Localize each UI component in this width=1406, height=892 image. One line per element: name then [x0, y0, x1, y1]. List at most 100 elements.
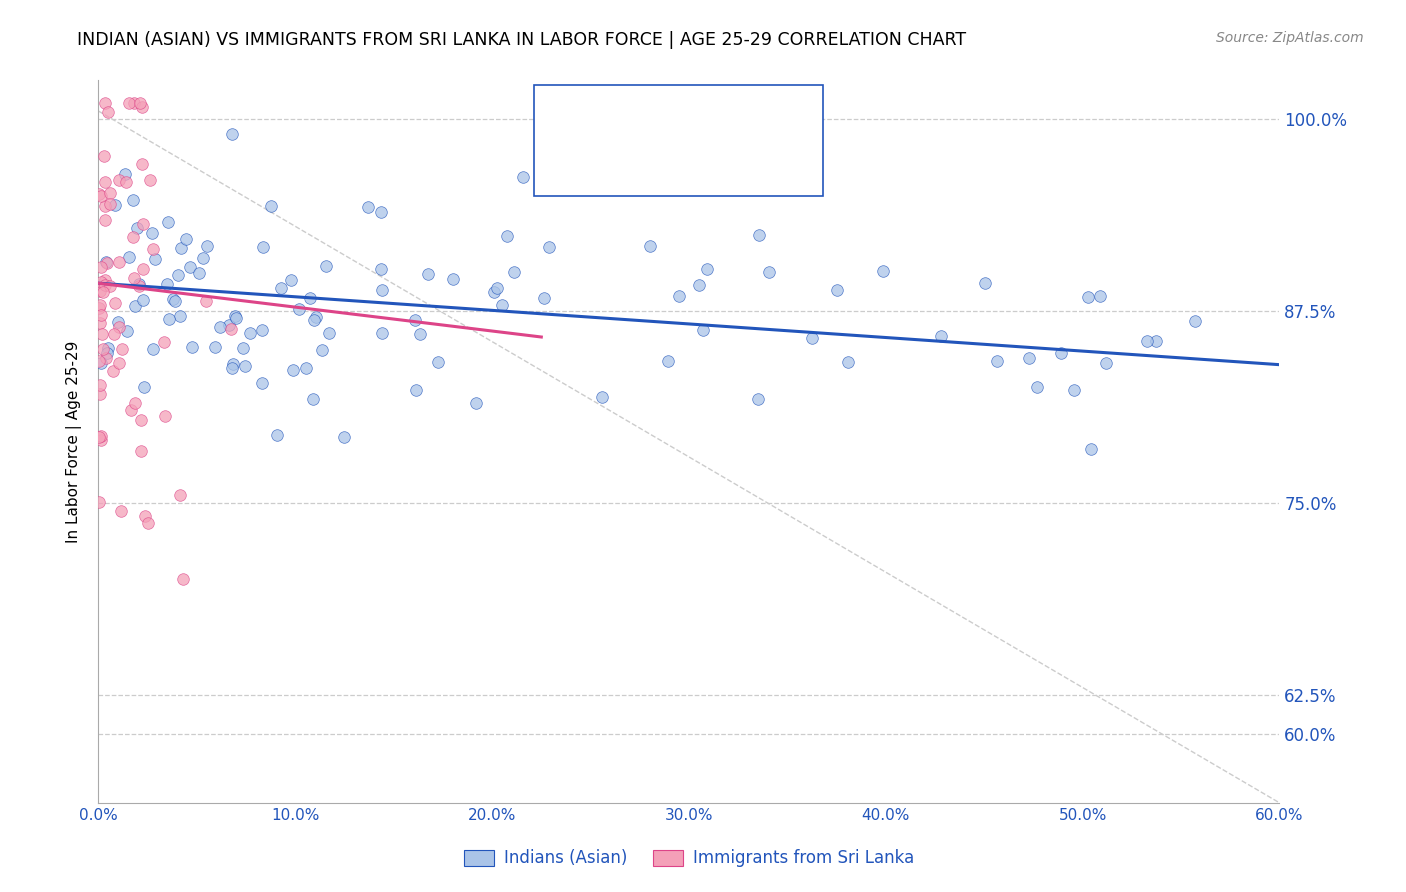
- Point: [124, 299, 146, 313]
- Point: [172, 572, 194, 586]
- Point: [405, 384, 427, 398]
- Point: [89, 298, 111, 312]
- Point: [96, 345, 118, 359]
- Point: [1144, 334, 1167, 348]
- Point: [233, 359, 256, 374]
- Point: [496, 229, 519, 244]
- Point: [89, 495, 111, 509]
- Point: [747, 392, 769, 406]
- Point: [98, 186, 121, 200]
- Point: [409, 326, 432, 341]
- Point: [225, 311, 247, 326]
- Point: [89, 301, 111, 315]
- Text: INDIAN (ASIAN) VS IMMIGRANTS FROM SRI LANKA IN LABOR FORCE | AGE 25-29 CORRELATI: INDIAN (ASIAN) VS IMMIGRANTS FROM SRI LA…: [77, 31, 966, 49]
- Point: [89, 430, 111, 444]
- Point: [93, 96, 115, 111]
- Point: [90, 308, 112, 322]
- Point: [638, 239, 661, 253]
- Point: [142, 342, 165, 356]
- Point: [118, 250, 141, 264]
- Point: [155, 277, 177, 292]
- Point: [404, 313, 426, 327]
- Point: [221, 127, 243, 141]
- Point: [90, 356, 112, 370]
- Point: [591, 390, 613, 404]
- Point: [1080, 442, 1102, 456]
- Point: [302, 313, 325, 327]
- Point: [115, 175, 138, 189]
- Point: [288, 301, 311, 316]
- Point: [222, 357, 245, 371]
- Point: [1050, 346, 1073, 360]
- Point: [1088, 289, 1111, 303]
- Point: [441, 272, 464, 286]
- Point: [318, 326, 340, 341]
- Point: [1025, 380, 1047, 394]
- Point: [224, 309, 246, 323]
- Point: [138, 173, 160, 187]
- Point: [108, 320, 131, 334]
- Point: [221, 361, 243, 376]
- Point: [93, 212, 115, 227]
- Point: [90, 189, 112, 203]
- Point: [101, 364, 124, 378]
- Point: [218, 318, 240, 333]
- Point: [121, 193, 143, 207]
- Point: [302, 392, 325, 406]
- Point: [94, 351, 117, 365]
- Point: [96, 256, 118, 270]
- Point: [668, 289, 690, 303]
- Point: [108, 173, 131, 187]
- Point: [131, 217, 153, 231]
- Point: [118, 96, 141, 111]
- Point: [131, 100, 153, 114]
- Point: [128, 96, 150, 111]
- Point: [159, 312, 181, 326]
- Point: [152, 334, 174, 349]
- Point: [104, 198, 127, 212]
- Point: [167, 268, 190, 282]
- Point: [986, 354, 1008, 368]
- Point: [174, 232, 197, 246]
- Point: [132, 261, 155, 276]
- Point: [124, 396, 146, 410]
- Point: [538, 240, 561, 254]
- Point: [90, 428, 112, 442]
- Point: [696, 262, 718, 277]
- Point: [418, 267, 440, 281]
- Point: [165, 293, 187, 308]
- Point: [97, 342, 120, 356]
- Point: [132, 293, 155, 307]
- Point: [136, 516, 159, 531]
- Point: [758, 265, 780, 279]
- Point: [1184, 314, 1206, 328]
- Point: [181, 340, 204, 354]
- Point: [973, 276, 995, 290]
- Point: [1077, 290, 1099, 304]
- Text: -0.204: -0.204: [626, 109, 690, 127]
- Point: [195, 294, 218, 309]
- Point: [94, 199, 117, 213]
- Point: [266, 428, 288, 442]
- Point: [90, 275, 112, 289]
- Point: [169, 241, 191, 255]
- Text: N =: N =: [707, 109, 747, 127]
- Point: [125, 220, 148, 235]
- Point: [370, 262, 392, 277]
- Circle shape: [554, 159, 574, 180]
- Point: [333, 430, 356, 444]
- Text: 109: 109: [735, 109, 773, 127]
- Point: [486, 281, 509, 295]
- Point: [250, 376, 273, 390]
- Point: [134, 509, 156, 524]
- Point: [110, 504, 132, 518]
- Point: [825, 283, 848, 297]
- Point: [187, 266, 209, 280]
- Point: [503, 265, 526, 279]
- Point: [692, 323, 714, 337]
- Point: [837, 355, 859, 369]
- Point: [533, 291, 555, 305]
- Point: [1095, 356, 1118, 370]
- Point: [91, 327, 114, 342]
- Point: [115, 324, 138, 338]
